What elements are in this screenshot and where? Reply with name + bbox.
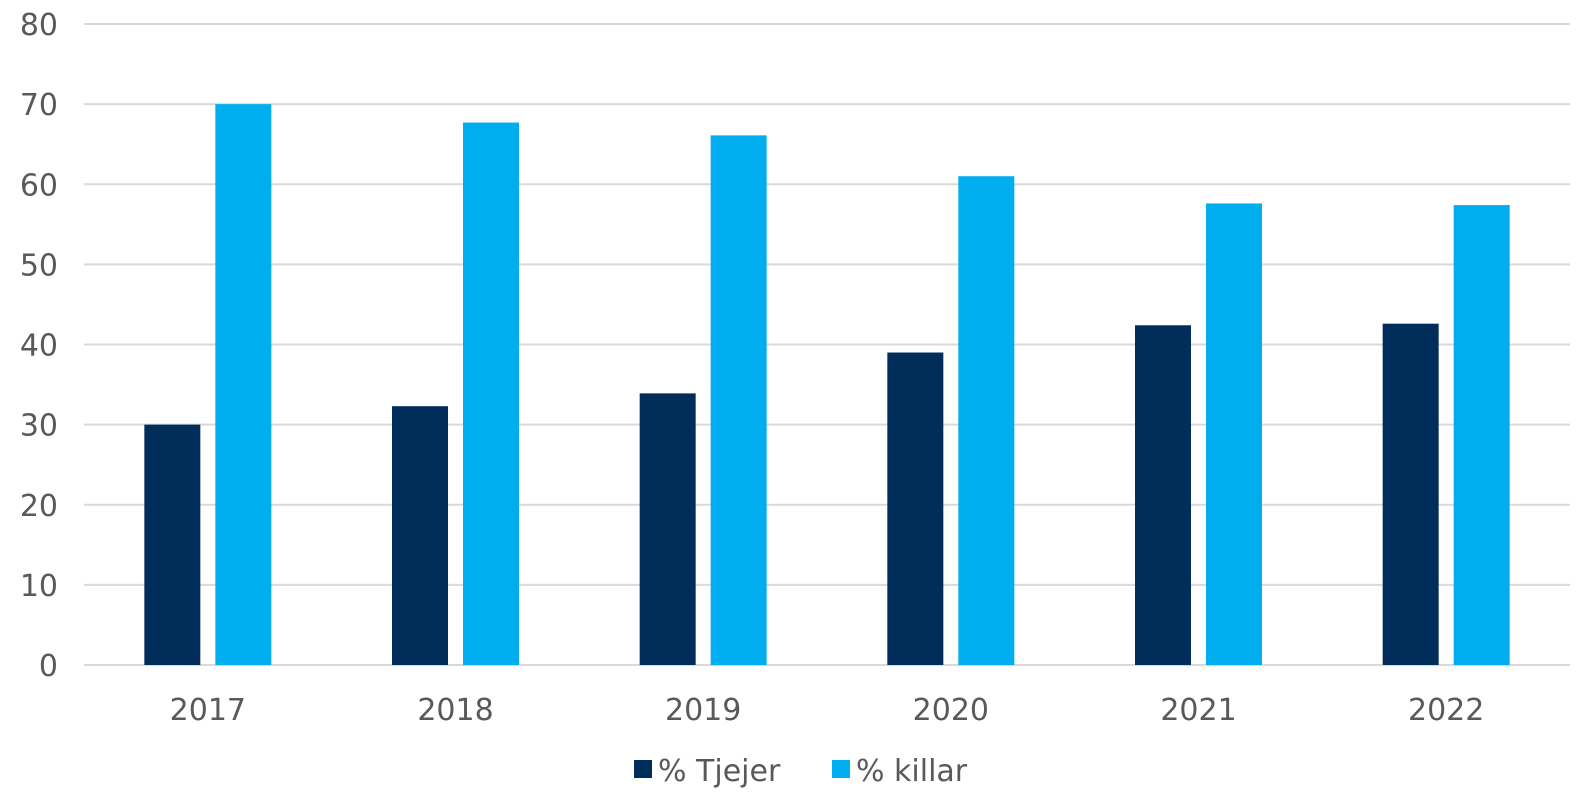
bar-tjejer-2017 [144,425,200,665]
legend-swatch-killar [832,760,850,778]
x-tick-label: 2018 [417,693,493,728]
bar-killar-2022 [1454,205,1510,665]
x-tick-label: 2019 [665,693,741,728]
y-tick-label: 40 [20,329,58,364]
bar-tjejer-2020 [887,353,943,665]
legend-label-tjejer: % Tjejer [658,754,781,789]
bar-killar-2018 [463,123,519,665]
x-tick-label: 2020 [913,693,989,728]
bar-tjejer-2018 [392,406,448,665]
x-tick-label: 2021 [1160,693,1236,728]
x-axis-ticks: 2017 2018 2019 2020 2021 2022 [170,693,1485,728]
bar-tjejer-2022 [1383,324,1439,665]
y-tick-label: 80 [20,8,58,43]
y-axis-ticks: 0 10 20 30 40 50 60 70 80 [20,8,58,684]
bar-killar-2021 [1206,203,1262,665]
bar-tjejer-2019 [640,393,696,665]
y-tick-label: 20 [20,489,58,524]
y-tick-label: 0 [39,649,58,684]
y-tick-label: 60 [20,168,58,203]
y-tick-label: 50 [20,248,58,283]
bar-killar-2017 [215,104,271,665]
legend: % Tjejer % killar [634,754,968,789]
bars [144,104,1509,665]
legend-label-killar: % killar [856,754,968,789]
y-tick-label: 70 [20,88,58,123]
x-tick-label: 2022 [1408,693,1484,728]
gridlines [84,24,1570,665]
legend-swatch-tjejer [634,760,652,778]
y-tick-label: 10 [20,569,58,604]
bar-killar-2020 [958,176,1014,665]
x-tick-label: 2017 [170,693,246,728]
bar-tjejer-2021 [1135,325,1191,665]
y-tick-label: 30 [20,409,58,444]
bar-killar-2019 [711,135,767,665]
